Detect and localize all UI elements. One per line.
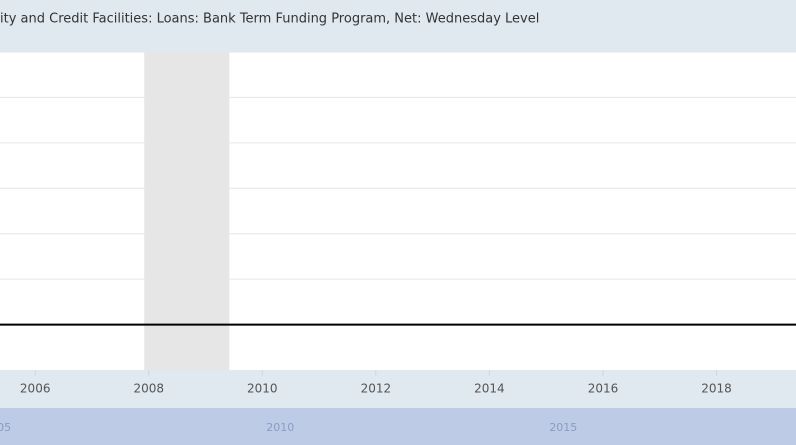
navigator — [0, 408, 796, 445]
chart-title: ity and Credit Facilities: Loans: Bank T… — [0, 12, 539, 27]
x-tick-label: 2016 — [588, 382, 619, 396]
plot-area — [0, 52, 796, 370]
recession-shade — [144, 52, 230, 370]
title-bar — [0, 0, 796, 52]
x-tick-label: 2008 — [133, 382, 164, 396]
x-axis-band — [0, 370, 796, 408]
x-tick-label: 2010 — [247, 382, 278, 396]
x-tick-label: 2012 — [361, 382, 392, 396]
navigator-tick-label: 2010 — [266, 421, 294, 434]
x-tick-label: 2006 — [20, 382, 51, 396]
navigator-tick-label: 05 — [0, 421, 11, 434]
x-tick-label: 2014 — [474, 382, 505, 396]
navigator-tick-label: 2015 — [549, 421, 577, 434]
x-tick-label: 2018 — [701, 382, 732, 396]
